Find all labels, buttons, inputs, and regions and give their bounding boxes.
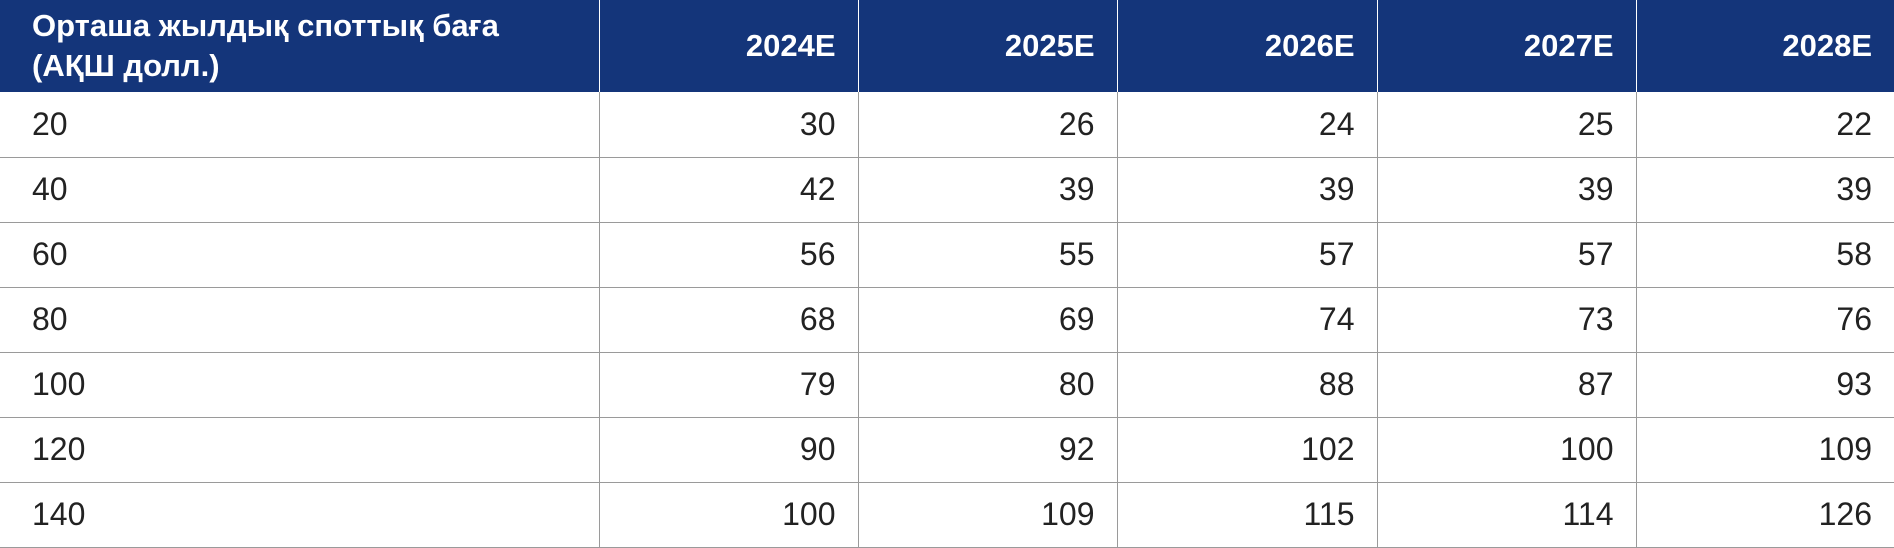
value-cell: 24	[1116, 92, 1377, 158]
value-cell: 73	[1376, 287, 1636, 353]
value-cell: 39	[1635, 157, 1894, 223]
value-cell: 92	[857, 417, 1117, 483]
header-cell-2027e: 2027E	[1376, 0, 1636, 92]
header-cell-2028e: 2028E	[1635, 0, 1894, 92]
value-cell: 80	[857, 352, 1117, 418]
value-cell: 109	[1635, 417, 1894, 483]
value-cell: 22	[1635, 92, 1894, 158]
table-header: Орташа жылдық споттық баға (АҚШ долл.) 2…	[0, 0, 1894, 92]
header-cell-price: Орташа жылдық споттық баға (АҚШ долл.)	[0, 0, 599, 92]
table-row: 60 56 55 57 57 58	[0, 222, 1894, 288]
table-row: 20 30 26 24 25 22	[0, 92, 1894, 158]
table-row: 40 42 39 39 39 39	[0, 157, 1894, 223]
value-cell: 39	[1376, 157, 1636, 223]
value-cell: 39	[1116, 157, 1377, 223]
row-label-cell: 100	[0, 352, 599, 418]
value-cell: 58	[1635, 222, 1894, 288]
table-row: 140 100 109 115 114 126	[0, 482, 1894, 548]
value-cell: 39	[857, 157, 1117, 223]
row-label-cell: 40	[0, 157, 599, 223]
value-cell: 90	[598, 417, 858, 483]
value-cell: 79	[598, 352, 858, 418]
row-label-cell: 140	[0, 482, 599, 548]
value-cell: 100	[598, 482, 858, 548]
header-cell-2026e: 2026E	[1116, 0, 1377, 92]
table-row: 80 68 69 74 73 76	[0, 287, 1894, 353]
value-cell: 102	[1116, 417, 1377, 483]
row-label-cell: 20	[0, 92, 599, 158]
value-cell: 57	[1116, 222, 1377, 288]
header-cell-2024e: 2024E	[598, 0, 858, 92]
value-cell: 115	[1116, 482, 1377, 548]
value-cell: 25	[1376, 92, 1636, 158]
value-cell: 56	[598, 222, 858, 288]
value-cell: 109	[857, 482, 1117, 548]
value-cell: 30	[598, 92, 858, 158]
value-cell: 55	[857, 222, 1117, 288]
table-row: 100 79 80 88 87 93	[0, 352, 1894, 418]
row-label-cell: 80	[0, 287, 599, 353]
value-cell: 69	[857, 287, 1117, 353]
value-cell: 68	[598, 287, 858, 353]
value-cell: 126	[1635, 482, 1894, 548]
value-cell: 114	[1376, 482, 1636, 548]
value-cell: 76	[1635, 287, 1894, 353]
value-cell: 57	[1376, 222, 1636, 288]
value-cell: 42	[598, 157, 858, 223]
value-cell: 74	[1116, 287, 1377, 353]
table-body: 20 30 26 24 25 22 40 42 39 39 39 39 60 5…	[0, 92, 1894, 548]
row-label-cell: 60	[0, 222, 599, 288]
header-row: Орташа жылдық споттық баға (АҚШ долл.) 2…	[0, 0, 1894, 92]
value-cell: 26	[857, 92, 1117, 158]
value-cell: 93	[1635, 352, 1894, 418]
header-cell-2025e: 2025E	[857, 0, 1117, 92]
value-cell: 100	[1376, 417, 1636, 483]
row-label-cell: 120	[0, 417, 599, 483]
table-row: 120 90 92 102 100 109	[0, 417, 1894, 483]
value-cell: 88	[1116, 352, 1377, 418]
value-cell: 87	[1376, 352, 1636, 418]
